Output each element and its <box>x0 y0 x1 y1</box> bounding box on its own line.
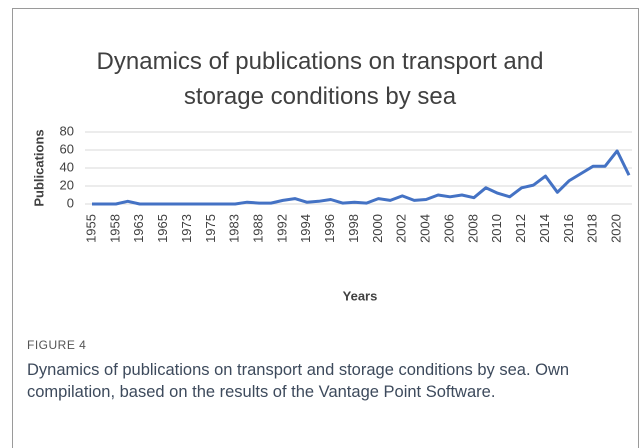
x-tick-label: 1998 <box>346 214 361 243</box>
x-tick-label: 1975 <box>203 214 218 243</box>
x-tick-label: 1965 <box>155 214 170 243</box>
x-tick-label: 1973 <box>179 214 194 243</box>
y-tick-label: 20 <box>60 177 74 192</box>
y-axis-label: Publications <box>31 129 46 206</box>
y-tick-label: 60 <box>60 141 74 156</box>
x-tick-label: 2004 <box>418 214 433 243</box>
x-tick-label: 1994 <box>298 214 313 243</box>
x-tick-label: 2012 <box>513 214 528 243</box>
x-tick-label: 2018 <box>585 214 600 243</box>
y-tick-label: 80 <box>60 123 74 138</box>
x-tick-label: 2006 <box>441 214 456 243</box>
chart-title: Dynamics of publications on transport an… <box>96 48 544 110</box>
x-tick-label: 1963 <box>131 214 146 243</box>
y-tick-label: 0 <box>67 195 74 210</box>
x-tick-label: 1992 <box>274 214 289 243</box>
x-tick-label: 1996 <box>322 214 337 243</box>
y-tick-label: 40 <box>60 159 74 174</box>
x-tick-label: 1983 <box>227 214 242 243</box>
x-tick-label: 2002 <box>394 214 409 243</box>
x-tick-label: 2020 <box>609 214 624 243</box>
x-tick-label: 1955 <box>83 214 98 243</box>
x-tick-label: 2016 <box>561 214 576 243</box>
figure-frame <box>12 8 639 448</box>
x-tick-label: 2010 <box>489 214 504 243</box>
x-tick-label: 2008 <box>465 214 480 243</box>
data-line <box>92 149 631 206</box>
x-tick-label: 2000 <box>370 214 385 243</box>
x-tick-label: 2014 <box>537 214 552 243</box>
x-axis-label: Years <box>343 288 378 303</box>
x-tick-label: 1988 <box>251 214 266 243</box>
figure-caption: Dynamics of publications on transport an… <box>27 361 570 401</box>
figure-label: FIGURE 4 <box>27 338 87 352</box>
x-tick-label: 1958 <box>107 214 122 243</box>
